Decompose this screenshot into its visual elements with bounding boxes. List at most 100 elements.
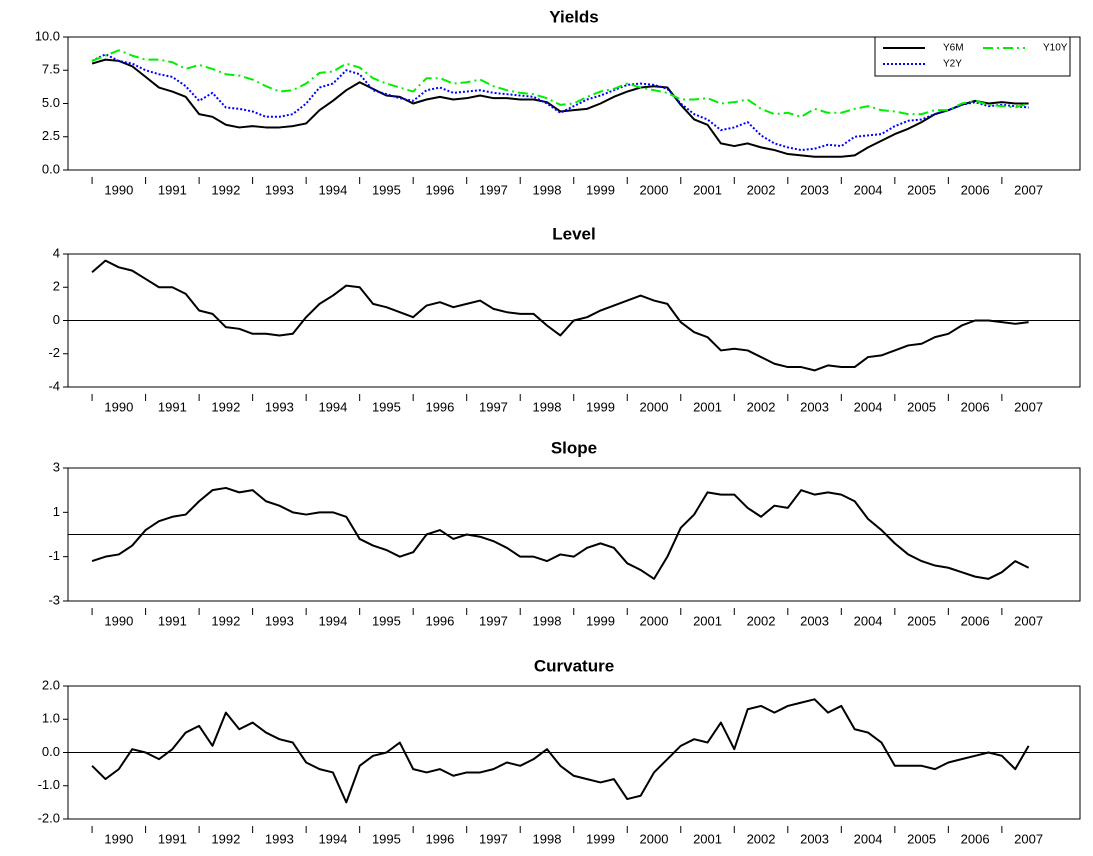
x-tick-label: 1990: [104, 399, 133, 414]
x-tick-label: 1992: [211, 399, 240, 414]
chart-title: Slope: [551, 438, 597, 457]
x-tick-label: 1995: [372, 182, 401, 197]
y-tick-label: -1.0: [38, 777, 60, 792]
x-tick-label: 1996: [425, 399, 454, 414]
data-line: [91, 53, 1029, 152]
x-tick-label: 1996: [425, 831, 454, 846]
x-tick-label: 1993: [265, 399, 294, 414]
y-tick-label: 0.0: [42, 744, 60, 759]
x-tick-label: 1993: [265, 613, 294, 628]
legend-box: [874, 36, 1071, 77]
x-tick-label: 1996: [425, 613, 454, 628]
y-tick-label: 0.0: [42, 161, 60, 176]
y-tick-label: 10.0: [35, 28, 60, 43]
data-line: [91, 259, 1029, 372]
x-tick-label: 2006: [961, 399, 990, 414]
x-tick-label: 2000: [640, 831, 669, 846]
x-tick-label: 1997: [479, 613, 508, 628]
x-tick-label: 2000: [640, 182, 669, 197]
x-tick-label: 1992: [211, 182, 240, 197]
x-tick-label: 1999: [586, 831, 615, 846]
y-tick-label: -1: [48, 548, 60, 563]
x-tick-label: 2005: [907, 831, 936, 846]
x-tick-label: 1992: [211, 831, 240, 846]
y-tick-label: 3: [53, 459, 60, 474]
y-tick-label: 2: [53, 279, 60, 294]
legend-label: Y10Y: [1043, 43, 1068, 54]
x-tick-label: 2007: [1014, 831, 1043, 846]
x-tick-label: 2003: [800, 831, 829, 846]
y-tick-label: 7.5: [42, 62, 60, 77]
x-tick-label: 1998: [533, 831, 562, 846]
x-tick-label: 1994: [318, 399, 347, 414]
x-tick-label: 2005: [907, 613, 936, 628]
x-tick-label: 2001: [693, 399, 722, 414]
x-tick-label: 2003: [800, 182, 829, 197]
x-tick-label: 2005: [907, 182, 936, 197]
x-tick-label: 1994: [318, 613, 347, 628]
x-tick-label: 2001: [693, 182, 722, 197]
x-tick-label: 2001: [693, 613, 722, 628]
x-tick-label: 2004: [854, 399, 883, 414]
x-tick-label: 2007: [1014, 613, 1043, 628]
x-tick-label: 1999: [586, 399, 615, 414]
x-tick-label: 2004: [854, 182, 883, 197]
chart-title: Yields: [549, 7, 598, 26]
x-tick-label: 1994: [318, 182, 347, 197]
x-tick-label: 1997: [479, 831, 508, 846]
x-tick-label: 2003: [800, 399, 829, 414]
x-tick-label: 2000: [640, 399, 669, 414]
legend-label: Y2Y: [943, 59, 962, 70]
y-tick-label: 0: [53, 312, 60, 327]
legend-label: Y6M: [943, 43, 964, 54]
y-tick-label: 2.5: [42, 128, 60, 143]
x-tick-label: 1993: [265, 182, 294, 197]
x-tick-label: 2004: [854, 613, 883, 628]
data-line: [91, 486, 1030, 580]
y-tick-label: 2.0: [42, 677, 60, 692]
x-tick-label: 2005: [907, 399, 936, 414]
y-tick-label: 1.0: [42, 711, 60, 726]
x-tick-label: 1991: [158, 399, 187, 414]
y-tick-label: 5.0: [42, 95, 60, 110]
x-tick-label: 1997: [479, 182, 508, 197]
x-tick-label: 2002: [747, 399, 776, 414]
x-tick-label: 1991: [158, 182, 187, 197]
y-tick-label: 1: [53, 504, 60, 519]
y-tick-label: -2.0: [38, 810, 60, 825]
x-tick-label: 1998: [533, 613, 562, 628]
x-tick-label: 2003: [800, 613, 829, 628]
x-tick-label: 1991: [158, 613, 187, 628]
x-tick-label: 1999: [586, 182, 615, 197]
x-tick-label: 1990: [104, 831, 133, 846]
x-tick-label: 1993: [265, 831, 294, 846]
x-tick-label: 2007: [1014, 399, 1043, 414]
x-tick-label: 1994: [318, 831, 347, 846]
y-tick-label: -4: [48, 378, 60, 393]
x-tick-label: 1995: [372, 399, 401, 414]
chart-title: Level: [552, 224, 595, 243]
data-line: [91, 49, 1029, 118]
chart-title: Curvature: [534, 656, 614, 675]
x-tick-label: 1990: [104, 182, 133, 197]
data-line: [91, 58, 1029, 158]
y-tick-label: -2: [48, 345, 60, 360]
x-tick-label: 2000: [640, 613, 669, 628]
x-tick-label: 2006: [961, 831, 990, 846]
x-tick-label: 2006: [961, 182, 990, 197]
x-tick-label: 2007: [1014, 182, 1043, 197]
x-tick-label: 1996: [425, 182, 454, 197]
x-tick-label: 1995: [372, 613, 401, 628]
x-tick-label: 2002: [747, 182, 776, 197]
x-tick-label: 1990: [104, 613, 133, 628]
x-tick-label: 1998: [533, 399, 562, 414]
y-tick-label: 4: [53, 245, 60, 260]
y-tick-label: -3: [48, 592, 60, 607]
x-tick-label: 1992: [211, 613, 240, 628]
x-tick-label: 1997: [479, 399, 508, 414]
data-line: [91, 698, 1030, 804]
x-tick-label: 2001: [693, 831, 722, 846]
x-tick-label: 1991: [158, 831, 187, 846]
x-tick-label: 2002: [747, 831, 776, 846]
